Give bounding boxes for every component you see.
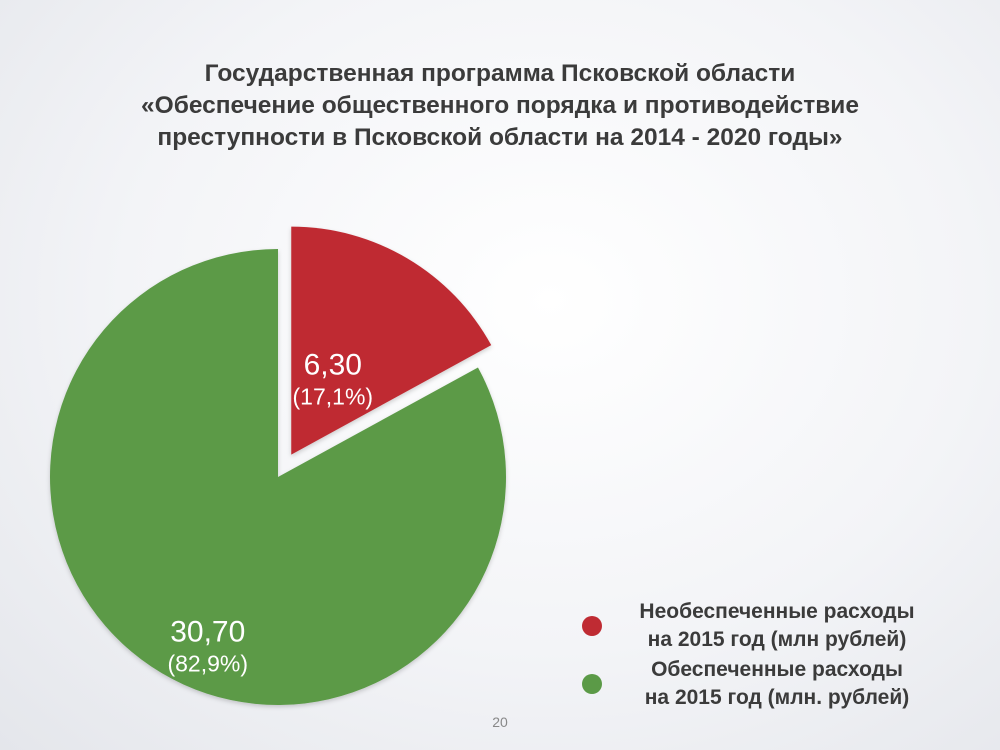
page-number: 20 — [492, 714, 508, 730]
slice-value-label-unfunded: 6,30 — [304, 349, 362, 382]
legend-item-unfunded: Необеспеченные расходы на 2015 год (млн … — [578, 598, 938, 654]
legend-label-unfunded: Необеспеченные расходы на 2015 год (млн … — [639, 600, 915, 651]
title-line-1: Государственная программа Псковской обла… — [204, 60, 796, 87]
slice-percent-label-funded: (82,9%) — [167, 650, 248, 676]
legend-swatch-unfunded — [582, 616, 602, 636]
pie-slice-unfunded — [291, 226, 492, 455]
legend-swatch-funded — [582, 674, 602, 694]
chart-legend: Необеспеченные расходы на 2015 год (млн … — [578, 598, 938, 714]
legend-item-funded: Обеспеченные расходы на 2015 год (млн. р… — [578, 656, 938, 712]
pie-slice-funded — [50, 249, 506, 705]
slice-percent-label-unfunded: (17,1%) — [293, 384, 374, 410]
slide-title: Государственная программа Псковской обла… — [40, 58, 960, 154]
legend-label-funded: Обеспеченные расходы на 2015 год (млн. р… — [644, 658, 910, 709]
title-line-2: «Обеспечение общественного порядка и про… — [141, 92, 859, 119]
slice-value-label-funded: 30,70 — [170, 615, 245, 648]
title-line-3: преступности в Псковской области на 2014… — [157, 124, 843, 151]
